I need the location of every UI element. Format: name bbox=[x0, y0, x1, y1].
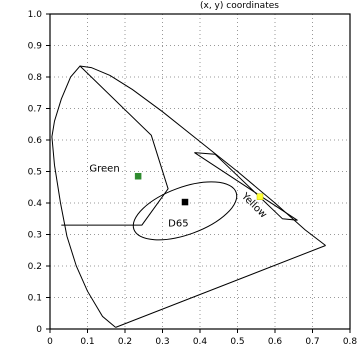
point-d65 bbox=[181, 198, 189, 206]
x-tick-label: 0.5 bbox=[230, 337, 244, 347]
spectral-locus bbox=[51, 65, 326, 328]
x-tick-label: 0.2 bbox=[118, 337, 132, 347]
y-tick-label: 0.6 bbox=[28, 136, 43, 146]
y-tick-label: 0.3 bbox=[28, 231, 42, 241]
point-yellow bbox=[256, 193, 264, 200]
green-region bbox=[61, 65, 169, 226]
axis-layer: 0 0.1 0.2 0.3 0.4 0.5 0.6 0.7 0.8 0 0.1 0.2 0.3 0.4 0.… bbox=[28, 10, 358, 347]
y-tick-label: 0.9 bbox=[28, 42, 43, 52]
annotation-yellow: Yellow bbox=[238, 190, 268, 220]
y-tick-label: 0.1 bbox=[28, 294, 42, 304]
x-tick-label: 0.3 bbox=[155, 337, 169, 347]
x-tick-label: 0.1 bbox=[80, 337, 94, 347]
y-tick-label: 0.2 bbox=[28, 262, 42, 272]
y-tick-label: 0.5 bbox=[28, 168, 42, 178]
y-tick-label: 0.8 bbox=[28, 73, 43, 83]
annotation-layer: Green D65 Yellow bbox=[89, 164, 268, 230]
yellow-region bbox=[194, 152, 298, 221]
shape-layer bbox=[51, 65, 326, 328]
y-tick-label: 0 bbox=[36, 325, 42, 335]
y-tick-label: 0.4 bbox=[28, 199, 43, 209]
point-green bbox=[134, 172, 142, 180]
x-tick-label: 0.8 bbox=[343, 337, 358, 347]
y-tick-label: 0.7 bbox=[28, 105, 42, 115]
y-tick-label: 1.0 bbox=[28, 10, 43, 20]
chart-title-fragment: (x, y) coordinates bbox=[200, 1, 279, 11]
annotation-green: Green bbox=[89, 164, 119, 175]
annotation-d65: D65 bbox=[168, 219, 188, 230]
x-tick-label: 0.6 bbox=[268, 337, 283, 347]
point-layer bbox=[134, 172, 264, 206]
white-point-ellipse bbox=[132, 181, 238, 241]
purple-line bbox=[115, 245, 326, 328]
x-tick-label: 0 bbox=[47, 337, 53, 347]
x-tick-label: 0.7 bbox=[305, 337, 319, 347]
x-tick-label: 0.4 bbox=[193, 337, 208, 347]
